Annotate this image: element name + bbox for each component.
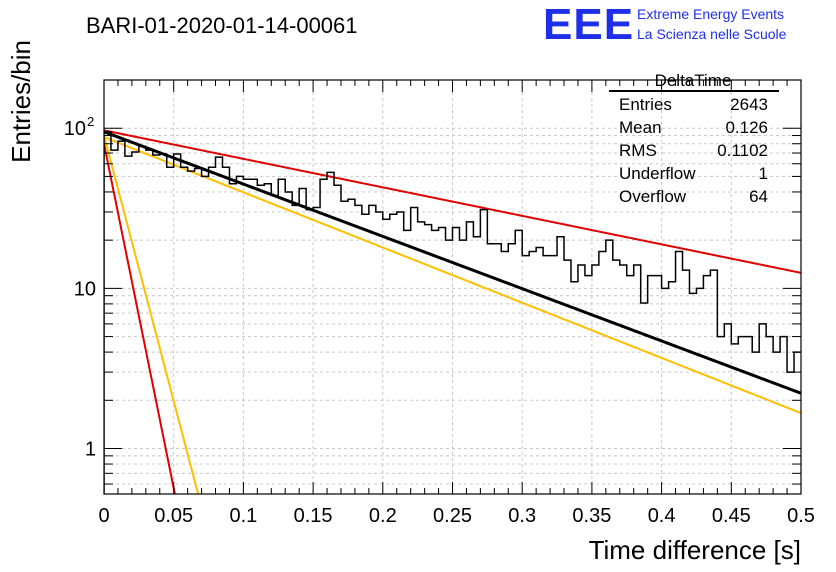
fit-curve-2 [104, 136, 801, 415]
x-tick-label: 0.45 [712, 505, 751, 527]
y-tick-label: 10 [64, 118, 86, 140]
x-tick-label: 0.5 [787, 505, 815, 527]
chart-title: BARI-01-2020-01-14-00061 [86, 13, 358, 38]
fit-curve-1 [104, 130, 801, 395]
histogram-bins [104, 131, 801, 494]
grid-lines [104, 80, 801, 494]
axes: 0 0.05 0.1 0.15 0.2 0.25 0.3 0.35 0.4 0.45 0.5 1 10 1… [64, 80, 815, 527]
y-tick-exponent: 2 [87, 114, 94, 129]
eee-logo: EEE Extreme Energy Events La Scienza nel… [543, 0, 787, 49]
x-tick-label: 0.25 [433, 505, 472, 527]
fit-curve-4 [104, 143, 176, 494]
stats-label: Underflow [619, 164, 696, 183]
stats-title: DeltaTime [655, 71, 732, 90]
x-tick-label: 0.05 [154, 505, 193, 527]
stats-value: 0.126 [725, 118, 768, 137]
fit-curve-3 [104, 129, 801, 274]
x-tick-label: 0.2 [369, 505, 397, 527]
logo-line-1: Extreme Energy Events [637, 6, 784, 22]
y-tick-label: 10 [74, 278, 96, 300]
y-axis-label: Entries/bin [6, 40, 36, 163]
y-tick-label: 1 [85, 439, 96, 461]
stats-label: RMS [619, 141, 657, 160]
stats-value: 1 [759, 164, 768, 183]
x-tick-label: 0.4 [648, 505, 676, 527]
stats-value: 0.1102 [717, 141, 768, 160]
logo-line-2: La Scienza nelle Scuole [637, 26, 787, 42]
x-tick-label: 0.35 [572, 505, 611, 527]
stats-label: Entries [619, 95, 672, 114]
histogram-series [104, 131, 801, 494]
stats-label: Overflow [619, 187, 687, 206]
stats-box: DeltaTime Entries 2643 Mean 0.126 RMS 0.1102 U… [609, 71, 779, 206]
x-axis-label: Time difference [s] [589, 535, 801, 565]
stats-value: 2643 [730, 95, 768, 114]
stats-value: 64 [749, 187, 768, 206]
x-tick-label: 0.1 [229, 505, 257, 527]
fit-curve-5 [104, 135, 200, 494]
x-tick-label: 0.15 [294, 505, 333, 527]
stats-label: Mean [619, 118, 662, 137]
x-tick-label: 0 [98, 505, 109, 527]
logo-mark: EEE [543, 0, 634, 49]
x-tick-label: 0.3 [508, 505, 536, 527]
fit-curves [104, 129, 801, 494]
